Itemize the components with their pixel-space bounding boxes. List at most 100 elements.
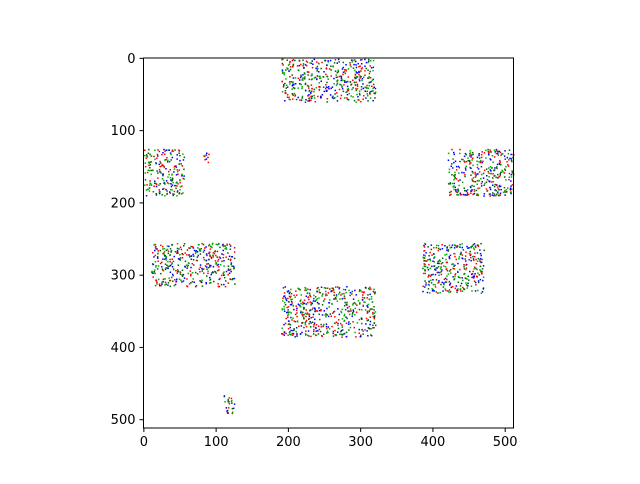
pixel [372, 327, 374, 329]
pixel [361, 328, 363, 331]
pixel [154, 243, 157, 246]
pixel [355, 294, 357, 296]
pixel [355, 303, 357, 305]
pixel [303, 308, 305, 310]
pixel [356, 76, 359, 78]
pixel [492, 161, 494, 163]
pixel [174, 165, 176, 167]
pixel [197, 254, 200, 257]
pixel [341, 308, 344, 311]
pixel [338, 287, 341, 289]
pixel [152, 169, 154, 172]
pixel [208, 251, 211, 254]
pixel [497, 191, 499, 193]
pixel [304, 324, 307, 326]
pixel [423, 250, 426, 252]
pixel [195, 271, 197, 274]
pixel [225, 270, 228, 273]
pixel [503, 172, 506, 174]
pixel [336, 76, 339, 78]
pixel [465, 264, 467, 266]
pixel [471, 178, 473, 181]
pixel [470, 190, 472, 192]
pixel [321, 61, 323, 64]
pixel [341, 85, 343, 87]
pixel [290, 312, 292, 314]
pixel [373, 288, 375, 291]
pixel [289, 68, 292, 71]
pixel [201, 281, 203, 284]
pixel [290, 295, 292, 298]
pixel [450, 286, 453, 289]
pixel [170, 153, 172, 156]
pixel [479, 257, 482, 260]
pixel [205, 281, 207, 284]
pixel [346, 91, 348, 93]
pixel [215, 254, 217, 257]
pixel [480, 271, 482, 273]
pixel [337, 322, 339, 325]
pixel [346, 98, 349, 101]
pixel [456, 291, 458, 293]
pixel [181, 174, 183, 176]
pixel [459, 253, 462, 256]
pixel [166, 190, 168, 192]
pixel [453, 185, 455, 187]
pixel [197, 247, 199, 249]
pixel [193, 255, 195, 257]
pixel [326, 327, 328, 330]
pixel [281, 308, 284, 310]
pixel [316, 298, 318, 300]
pixel [314, 310, 316, 313]
pixel [289, 333, 291, 336]
pixel [367, 335, 369, 337]
pixel [317, 325, 320, 327]
pixel [307, 334, 309, 337]
pixel [508, 178, 510, 181]
pixel [292, 332, 295, 335]
pixel [169, 264, 172, 267]
pixel [306, 61, 309, 63]
pixel [352, 67, 355, 69]
pixel [465, 251, 467, 253]
pixel [287, 313, 290, 316]
pixel [480, 156, 483, 159]
pixel [223, 395, 226, 397]
pixel [352, 87, 354, 89]
pixel [195, 250, 198, 252]
pixel [369, 320, 372, 323]
pixel [163, 253, 165, 256]
pixel [368, 76, 370, 78]
pixel [455, 285, 458, 287]
pixel [363, 95, 365, 97]
pixel [144, 179, 147, 181]
pixel [296, 333, 298, 335]
pixel [312, 307, 314, 309]
pixel [157, 250, 159, 252]
pixel [477, 168, 480, 170]
pixel [335, 321, 338, 323]
pixel [338, 319, 340, 321]
pixel [217, 283, 219, 285]
pixel [495, 176, 497, 179]
pixel [282, 300, 284, 302]
pixel [192, 278, 194, 280]
pixel [147, 161, 150, 164]
pixel [354, 76, 356, 79]
pixel [477, 245, 480, 248]
pixel [499, 173, 501, 175]
pixel [360, 334, 362, 336]
pixel [429, 275, 432, 277]
pixel [169, 279, 172, 282]
pixel [511, 156, 514, 159]
pixel [505, 179, 507, 181]
pixel [334, 329, 336, 332]
pixel [425, 252, 427, 254]
pixel [144, 149, 146, 151]
pixel [316, 70, 318, 72]
pixel [318, 309, 321, 312]
pixel [464, 175, 466, 178]
pixel [145, 154, 148, 156]
pixel [474, 171, 476, 174]
pixel [178, 192, 181, 194]
